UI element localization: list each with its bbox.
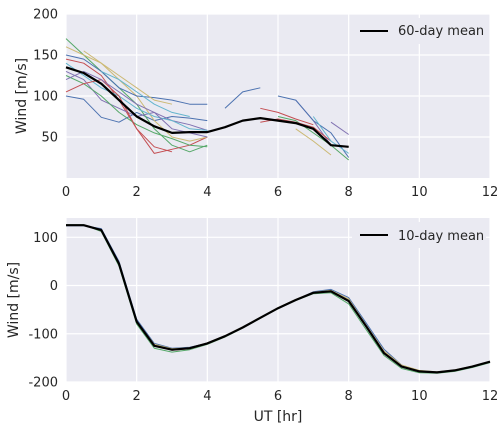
- top-tick-labels: 0 2 4 6 8 10 12 50 100 150 200: [33, 8, 498, 201]
- y-tick-label: -200: [28, 376, 58, 391]
- top-y-axis-label: Wind [m/s]: [14, 58, 30, 134]
- x-tick-label: 0: [62, 185, 70, 200]
- x-tick-label: 10: [411, 389, 428, 404]
- x-tick-label: 0: [62, 389, 70, 404]
- series-line: [260, 107, 314, 126]
- x-tick-label: 8: [345, 389, 353, 404]
- bottom-tick-labels: 0 2 4 6 8 10 12 -200 -100 0 100: [28, 231, 498, 404]
- top-series-group: [65, 38, 350, 161]
- x-tick-label: 2: [133, 185, 141, 200]
- x-tick-label: 4: [203, 389, 211, 404]
- y-tick-label: 150: [33, 49, 58, 64]
- series-line: [83, 50, 173, 105]
- bottom-legend: 10-day mean: [352, 222, 486, 248]
- mean-line: [66, 224, 491, 374]
- x-tick-label: 12: [482, 389, 499, 404]
- series-line: [330, 121, 349, 135]
- bottom-legend-label: 10-day mean: [398, 229, 484, 244]
- y-tick-label: 0: [50, 279, 58, 294]
- bottom-y-axis-label: Wind [m/s]: [6, 262, 22, 338]
- top-legend-label: 60-day mean: [398, 24, 484, 39]
- x-tick-label: 6: [274, 185, 282, 200]
- y-tick-label: 50: [41, 131, 58, 146]
- top-wind-chart: 0 2 4 6 8 10 12 50 100 150 200 Wind [m/s] 60-day m…: [14, 8, 498, 201]
- y-tick-label: 100: [33, 90, 58, 105]
- series-line: [277, 116, 350, 161]
- x-tick-label: 8: [345, 185, 353, 200]
- series-line: [101, 70, 190, 117]
- series-line: [65, 95, 208, 123]
- bottom-wind-chart: 0 2 4 6 8 10 12 -200 -100 0 100 Wind [m/s] UT [hr]…: [6, 218, 498, 425]
- series-line: [65, 75, 208, 148]
- series-line: [277, 95, 350, 158]
- x-tick-label: 2: [133, 389, 141, 404]
- bottom-x-axis-label: UT [hr]: [254, 409, 303, 425]
- x-tick-label: 6: [274, 389, 282, 404]
- x-tick-label: 4: [203, 185, 211, 200]
- top-legend: 60-day mean: [352, 18, 486, 44]
- series-line: [295, 128, 332, 156]
- bottom-series-group: [66, 224, 491, 374]
- mean-line: [65, 66, 349, 148]
- x-tick-label: 10: [411, 185, 428, 200]
- series-line: [224, 87, 261, 109]
- series-line: [65, 79, 173, 153]
- x-tick-label: 12: [482, 185, 499, 200]
- y-tick-label: 200: [33, 8, 58, 23]
- series-line: [65, 54, 208, 105]
- y-tick-label: 100: [33, 231, 58, 246]
- series-line: [312, 116, 349, 154]
- y-tick-label: -100: [28, 327, 58, 342]
- series-line: [65, 62, 208, 131]
